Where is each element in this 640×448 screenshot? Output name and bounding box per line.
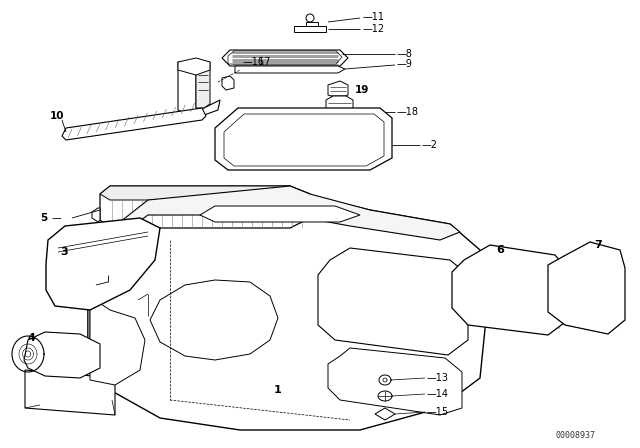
Text: —: — xyxy=(52,213,61,223)
Text: —2: —2 xyxy=(422,140,438,150)
Polygon shape xyxy=(224,114,384,166)
Text: —12: —12 xyxy=(363,24,385,34)
Polygon shape xyxy=(46,218,160,310)
Circle shape xyxy=(306,14,314,22)
Text: —13: —13 xyxy=(427,373,449,383)
Polygon shape xyxy=(375,408,395,420)
Text: 5: 5 xyxy=(40,213,47,223)
Polygon shape xyxy=(328,348,462,415)
Text: —15: —15 xyxy=(427,407,449,417)
Text: 10: 10 xyxy=(50,111,65,121)
Polygon shape xyxy=(215,108,392,170)
Polygon shape xyxy=(200,206,360,222)
Text: —16: —16 xyxy=(243,57,265,67)
Polygon shape xyxy=(306,22,318,26)
Polygon shape xyxy=(88,222,130,360)
Polygon shape xyxy=(88,186,490,430)
Polygon shape xyxy=(178,62,220,118)
Polygon shape xyxy=(326,96,353,123)
Text: —18: —18 xyxy=(397,107,419,117)
Text: —9: —9 xyxy=(397,59,413,69)
Polygon shape xyxy=(196,62,210,108)
Polygon shape xyxy=(452,245,568,335)
Polygon shape xyxy=(120,186,460,240)
Polygon shape xyxy=(178,58,210,75)
Text: —11: —11 xyxy=(363,12,385,22)
Polygon shape xyxy=(100,186,310,200)
Text: 3: 3 xyxy=(60,247,68,257)
Polygon shape xyxy=(318,248,468,355)
Text: —14: —14 xyxy=(427,389,449,399)
Polygon shape xyxy=(100,186,310,228)
Polygon shape xyxy=(548,242,625,334)
Text: 4: 4 xyxy=(28,333,36,343)
Polygon shape xyxy=(235,66,345,73)
Text: 1: 1 xyxy=(274,385,282,395)
Polygon shape xyxy=(294,26,326,32)
Text: 17: 17 xyxy=(255,57,271,67)
Polygon shape xyxy=(222,50,348,66)
Text: 00008937: 00008937 xyxy=(555,431,595,440)
Polygon shape xyxy=(92,208,100,222)
Text: 6: 6 xyxy=(496,245,504,255)
Polygon shape xyxy=(150,280,278,360)
Polygon shape xyxy=(90,290,145,385)
Text: —8: —8 xyxy=(397,49,413,59)
Polygon shape xyxy=(328,81,348,99)
Text: 19: 19 xyxy=(355,85,369,95)
Polygon shape xyxy=(25,370,115,415)
Polygon shape xyxy=(222,76,234,90)
Text: 7: 7 xyxy=(594,240,602,250)
Polygon shape xyxy=(62,108,206,140)
Polygon shape xyxy=(24,332,100,378)
